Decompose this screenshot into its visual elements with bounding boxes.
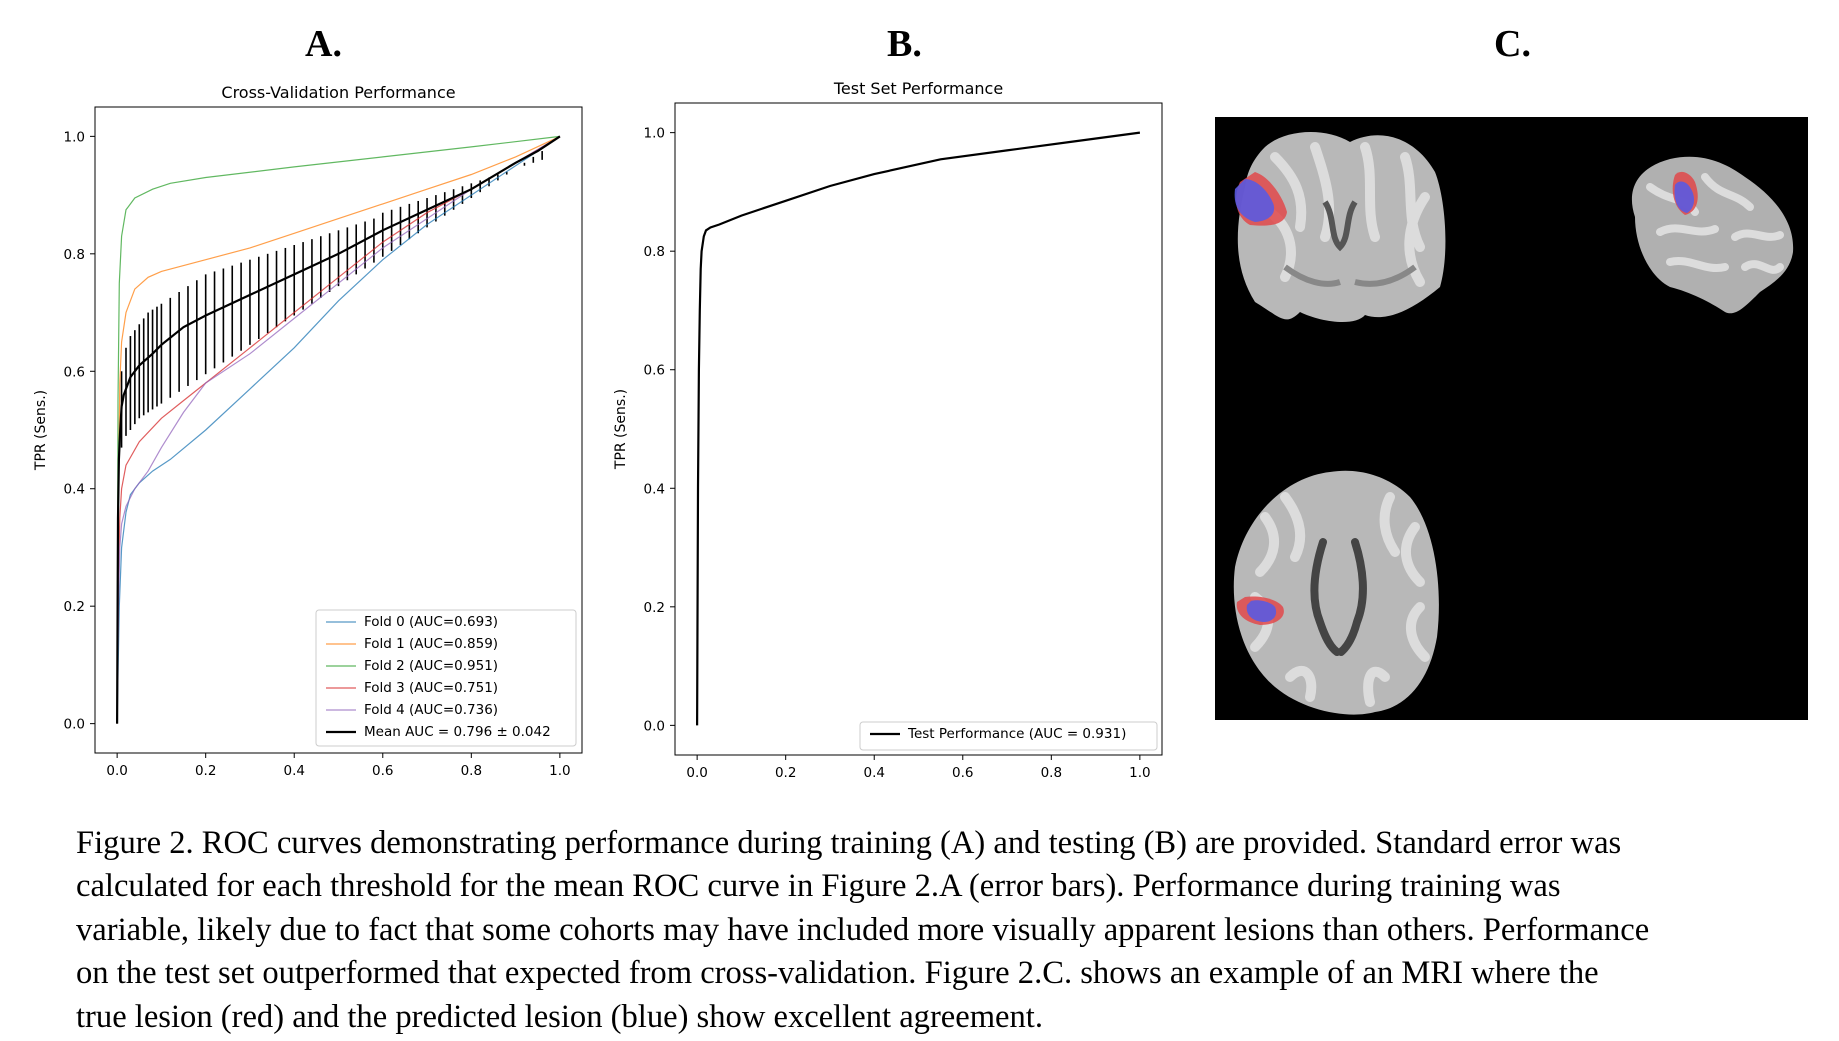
legend-box xyxy=(859,721,1158,751)
chart-title: Cross-Validation Performance xyxy=(221,83,455,102)
predicted-lesion xyxy=(1674,181,1695,213)
x-tick-label: 0.4 xyxy=(863,765,884,780)
mri-panel xyxy=(1215,117,1808,720)
series-line xyxy=(116,135,561,724)
x-tick-label: 0.6 xyxy=(952,765,973,780)
y-tick-label: 0.0 xyxy=(64,717,85,733)
legend-label: Fold 1 (AUC=0.859) xyxy=(364,636,498,652)
predicted-lesion xyxy=(1246,600,1277,622)
legend-label: Test Performance (AUC = 0.931) xyxy=(907,726,1126,742)
x-tick-label: 0.2 xyxy=(775,765,796,780)
series-line xyxy=(116,135,561,724)
y-tick-label: 0.6 xyxy=(64,364,85,380)
panel-label-c: C. xyxy=(1494,23,1531,65)
panel-label-a: A. xyxy=(305,23,342,65)
x-tick-label: 0.4 xyxy=(283,763,304,779)
x-tick-label: 0.0 xyxy=(686,765,707,780)
y-tick-label: 0.4 xyxy=(644,481,665,497)
mri-axial-slice xyxy=(1233,470,1439,715)
y-tick-label: 1.0 xyxy=(644,126,665,142)
y-axis-label: TPR (Sens.) xyxy=(33,390,49,471)
legend-label: Fold 2 (AUC=0.951) xyxy=(364,658,498,674)
y-tick-label: 0.8 xyxy=(644,244,665,260)
mri-coronal-slice xyxy=(1234,131,1446,323)
x-tick-label: 1.0 xyxy=(1129,765,1150,780)
series-line xyxy=(116,135,560,724)
caption-line: on the test set outperformed that expect… xyxy=(76,955,1599,992)
legend-box xyxy=(315,609,577,747)
predicted-lesion xyxy=(1234,179,1275,222)
y-tick-label: 0.8 xyxy=(64,247,85,263)
legend-label: Fold 0 (AUC=0.693) xyxy=(364,614,498,630)
caption-line: calculated for each threshold for the me… xyxy=(76,868,1561,905)
cross-validation-roc-chart: Cross-Validation Performance 0.0 0.2 0.4 0.6… xyxy=(33,83,583,779)
figure-caption: Figure 2. ROC curves demonstrating perfo… xyxy=(76,822,1836,1039)
x-tick-label: 0.2 xyxy=(195,763,216,779)
legend-label: Mean AUC = 0.796 ± 0.042 xyxy=(364,724,551,740)
plot-frame xyxy=(94,106,583,754)
y-tick-label: 1.0 xyxy=(64,129,85,145)
x-tick-label: 0.6 xyxy=(372,763,393,779)
y-axis-label: TPR (Sens.) xyxy=(613,389,629,470)
series-line xyxy=(116,135,561,724)
x-tick-label: 0.8 xyxy=(1041,765,1062,780)
series-line xyxy=(116,135,561,724)
y-tick-label: 0.2 xyxy=(644,600,665,616)
x-tick-label: 0.0 xyxy=(106,763,127,779)
caption-line: true lesion (red) and the predicted lesi… xyxy=(76,998,1044,1035)
y-tick-label: 0.6 xyxy=(644,363,665,379)
y-tick-label: 0.2 xyxy=(64,599,85,615)
caption-line: Figure 2. ROC curves demonstrating perfo… xyxy=(76,825,1622,861)
x-tick-label: 1.0 xyxy=(549,763,570,779)
legend-label: Fold 3 (AUC=0.751) xyxy=(364,680,498,696)
plot-frame xyxy=(674,102,1163,756)
series-line xyxy=(696,131,1141,726)
test-set-roc-chart: Test Set Performance 0.0 0.2 0.4 0.6 0.8 1.0 0.… xyxy=(613,80,1163,780)
y-tick-label: 0.4 xyxy=(64,482,85,498)
panel-label-b: B. xyxy=(887,23,922,65)
legend-label: Fold 4 (AUC=0.736) xyxy=(364,702,498,718)
chart-title: Test Set Performance xyxy=(833,80,1003,98)
x-tick-label: 0.8 xyxy=(461,763,482,779)
mri-sagittal-slice xyxy=(1631,156,1794,314)
caption-line: variable, likely due to fact that some c… xyxy=(76,911,1650,948)
y-tick-label: 0.0 xyxy=(644,718,665,734)
